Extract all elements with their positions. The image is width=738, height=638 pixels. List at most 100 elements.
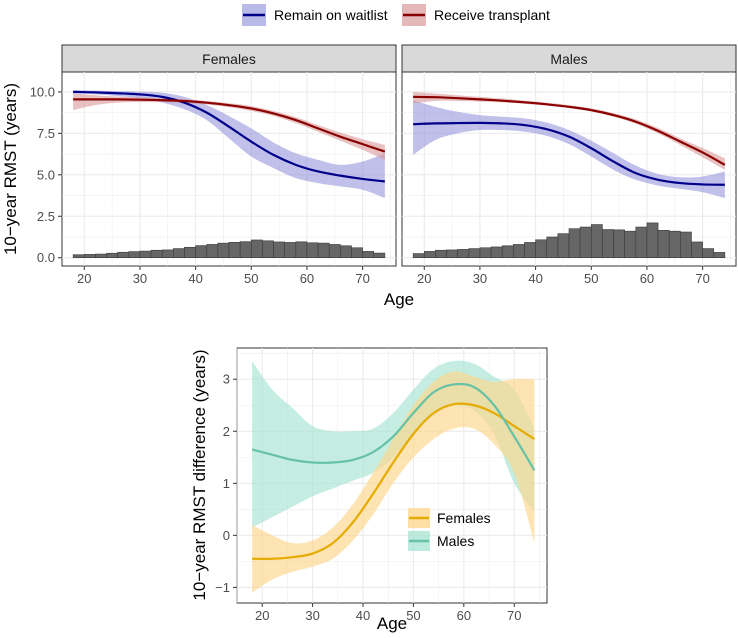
top-y-tick-label: 5.0	[37, 167, 55, 182]
males-histogram-bar	[646, 222, 659, 259]
males-histogram-bar	[613, 229, 625, 259]
panel-males: Males	[401, 44, 737, 267]
males-x-tick-label: 40	[528, 271, 542, 286]
bottom-y-axis-title: 10−year RMST difference (years)	[190, 349, 209, 600]
top-y-axis-title: 10−year RMST (years)	[1, 83, 20, 255]
difference-y-tick-label: 2	[223, 424, 230, 439]
females-histogram-bar	[317, 242, 330, 259]
males-histogram-bar	[713, 252, 726, 259]
females-histogram-bar	[184, 246, 196, 259]
difference-x-tick-label: 70	[507, 608, 521, 623]
males-histogram-bar	[635, 226, 648, 259]
females-histogram-bar	[139, 250, 152, 259]
legend-label-waitlist: Remain on waitlist	[274, 7, 388, 23]
females-histogram-bar	[150, 249, 163, 259]
males-histogram-bar	[557, 233, 570, 259]
females-x-tick-label: 70	[355, 271, 369, 286]
females-histogram-bar	[284, 242, 297, 259]
females-line-transplant	[73, 98, 386, 153]
difference-x-tick-label: 60	[457, 608, 471, 623]
males-x-tick-label: 70	[695, 271, 709, 286]
males-histogram-bar	[668, 230, 681, 259]
males-plot-content	[402, 72, 736, 266]
females-histogram-bar	[161, 249, 174, 259]
females-ci-band-waitlist	[73, 90, 385, 199]
panel-females: Females	[61, 44, 397, 267]
females-histogram-bar	[228, 241, 241, 259]
top-y-tick-label: 0.0	[37, 250, 55, 265]
males-histogram-bar	[479, 247, 492, 259]
males-histogram-bar	[535, 239, 548, 259]
males-histogram-bar	[579, 226, 592, 259]
females-histogram-bar	[239, 241, 252, 259]
females-x-tick-label: 30	[133, 271, 147, 286]
females-histogram-bar	[128, 251, 141, 259]
females-histogram-bar	[106, 252, 118, 259]
females-histogram-bar	[72, 254, 85, 259]
males-histogram-bar	[412, 253, 425, 259]
top-y-tick-label: 2.5	[37, 209, 55, 224]
strip-label-males: Males	[550, 51, 587, 67]
females-histogram-bar	[340, 245, 352, 259]
males-histogram-bar	[501, 245, 514, 259]
females-histogram-bar	[262, 240, 274, 259]
difference-x-tick-label: 50	[406, 608, 420, 623]
males-histogram-bar	[602, 229, 614, 259]
males-histogram-bar	[468, 248, 481, 259]
males-x-tick-label: 20	[417, 271, 431, 286]
females-histogram-bar	[83, 254, 96, 259]
bottom-legend: Females Males	[408, 508, 491, 551]
females-x-tick-label: 40	[188, 271, 202, 286]
females-histogram-bar	[206, 244, 219, 259]
males-histogram-bar	[546, 236, 559, 259]
top-y-tick-label: 10.0	[30, 84, 55, 99]
males-line-transplant	[413, 95, 726, 166]
difference-line-males	[251, 382, 536, 471]
males-histogram-bar	[657, 230, 670, 259]
females-histogram-bar	[362, 251, 375, 259]
legend-label-transplant: Receive transplant	[434, 7, 550, 23]
difference-ci-band-females	[252, 371, 535, 593]
females-histogram-bar	[373, 252, 386, 259]
males-histogram-bar	[590, 224, 603, 259]
difference-x-tick-label: 30	[305, 608, 319, 623]
males-histogram-bar	[624, 230, 637, 259]
males-histogram-bar	[568, 228, 581, 259]
females-histogram-bar	[250, 239, 263, 259]
top-axes: 20 30 40 50 60 70 0.0 2.5 5.0 7.5 10.0 20 30 40 50 60 70	[30, 84, 710, 286]
females-histogram-bar	[173, 248, 185, 259]
males-histogram-bar	[524, 242, 536, 259]
bottom-x-axis-title: Age	[377, 614, 407, 633]
males-histogram-bar	[702, 248, 715, 259]
top-legend: Remain on waitlist Receive transplant	[242, 4, 550, 26]
males-histogram-bar	[435, 249, 447, 259]
males-x-tick-label: 50	[584, 271, 598, 286]
males-histogram-bar	[513, 244, 525, 259]
females-histogram-bar	[351, 247, 363, 259]
difference-x-tick-label: 20	[255, 608, 269, 623]
difference-axes: 20 30 40 50 60 70 −1 0 1 2 3	[215, 372, 521, 623]
males-histogram-bar	[680, 231, 692, 259]
females-histogram-bar	[328, 244, 341, 259]
males-histogram-bar	[691, 241, 703, 259]
top-y-tick-label: 7.5	[37, 126, 55, 141]
females-histogram-bar	[217, 242, 230, 259]
legend-label-males: Males	[437, 533, 474, 549]
difference-plot-content	[236, 348, 547, 603]
females-line-waitlist	[73, 90, 385, 183]
females-plot-content	[62, 72, 396, 266]
females-histogram-bar	[95, 253, 107, 259]
females-x-tick-label: 20	[77, 271, 91, 286]
strip-males	[401, 44, 737, 73]
top-x-axis-title: Age	[384, 290, 414, 309]
males-histogram-bar	[423, 251, 436, 259]
legend-label-females: Females	[437, 510, 491, 526]
difference-y-tick-label: 3	[223, 372, 230, 387]
strip-label-females: Females	[202, 51, 256, 67]
females-x-tick-label: 50	[244, 271, 258, 286]
males-histogram-bar	[490, 246, 503, 259]
difference-y-tick-label: 0	[223, 528, 230, 543]
strip-females	[61, 44, 397, 73]
difference-line-females	[252, 402, 535, 560]
